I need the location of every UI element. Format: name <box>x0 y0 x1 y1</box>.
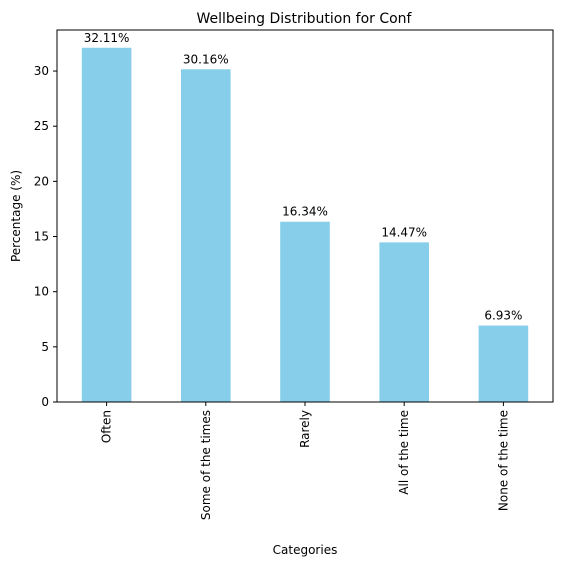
x-tick-label-often: Often <box>100 410 114 443</box>
bar-all-of-the-time <box>379 242 429 402</box>
data-label-none-of-the-time: 6.93% <box>484 309 522 323</box>
plot-frame <box>56 29 554 403</box>
data-label-rarely: 16.34% <box>282 205 328 219</box>
chart-title: Wellbeing Distribution for Conf <box>197 11 413 27</box>
bar-often <box>81 47 132 402</box>
y-axis-label: Percentage (%) <box>9 170 23 262</box>
y-tick-label: 25 <box>34 119 49 133</box>
x-tick-label-none-of-the-time: None of the time <box>496 410 510 511</box>
y-tick-label: 15 <box>34 230 49 244</box>
y-tick-label: 10 <box>34 285 49 299</box>
bar-some-of-the-times <box>181 69 231 403</box>
data-labels-group: 32.11% 30.16% 16.34% 14.47% 6.93% <box>84 31 523 323</box>
y-tick-label: 5 <box>41 340 49 354</box>
bar-none-of-the-time <box>478 325 529 402</box>
y-tick-label: 30 <box>34 64 49 78</box>
x-axis-label: Categories <box>273 543 338 557</box>
x-axis: Often Some of the times Rarely All of the t… <box>100 402 510 520</box>
y-tick-label: 0 <box>41 395 49 409</box>
bar-rarely <box>280 221 330 402</box>
data-label-some-of-the-times: 30.16% <box>183 52 229 66</box>
bars-group <box>81 47 529 403</box>
data-label-all-of-the-time: 14.47% <box>381 225 427 239</box>
y-tick-label: 20 <box>34 174 49 188</box>
x-tick-label-rarely: Rarely <box>298 410 312 448</box>
x-tick-label-some-of-the-times: Some of the times <box>199 410 213 520</box>
y-axis: 0 5 10 15 20 25 30 <box>34 64 57 409</box>
x-tick-label-all-of-the-time: All of the time <box>397 410 411 495</box>
data-label-often: 32.11% <box>84 31 130 45</box>
